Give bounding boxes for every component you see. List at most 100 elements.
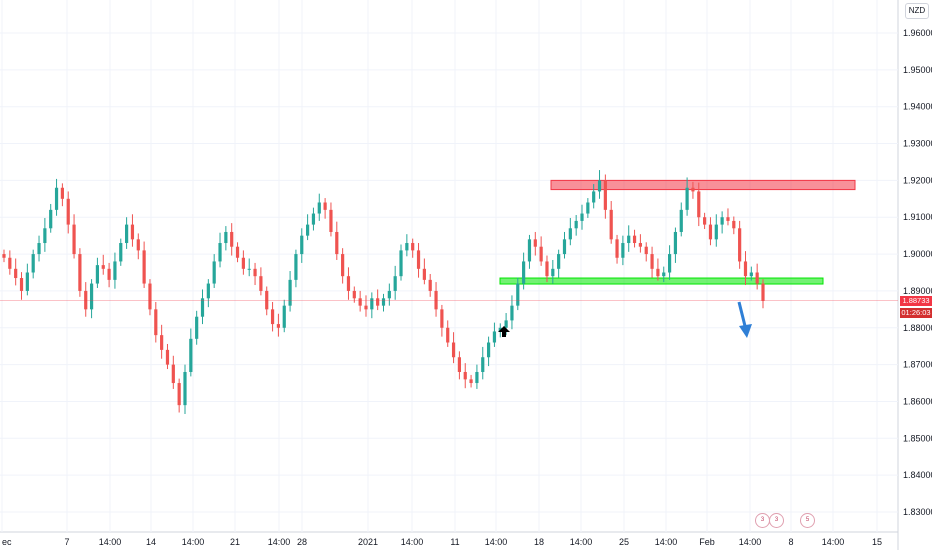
candle [516,283,520,306]
candle [638,243,642,247]
candle [200,298,205,317]
candle [434,290,438,310]
candle [504,320,508,328]
x-tick-label: 8 [788,537,793,547]
candle [247,268,251,270]
resistance-zone [550,179,856,191]
support-zone [499,277,824,285]
candle [189,338,193,372]
candle [492,331,497,343]
x-tick-label: 14:00 [485,537,508,547]
candle [329,209,333,232]
candle [679,209,683,232]
candle [656,268,660,277]
economic-event-icon[interactable]: 5 [800,513,815,528]
candle [195,316,199,339]
candle [241,257,245,269]
countdown-label: 01:26:03 [900,308,932,318]
candle [597,180,602,192]
candle [113,261,117,280]
candle [224,231,228,244]
x-tick-label: 15 [872,537,882,547]
candle [60,187,64,199]
candle [72,224,76,255]
x-tick-label: 14:00 [99,537,122,547]
candle [539,246,543,262]
candle [440,309,444,328]
candle [154,309,158,336]
candle [125,224,129,244]
x-tick-label: 14:00 [401,537,424,547]
candle [95,265,100,284]
candle [428,279,432,291]
candle [78,254,82,291]
candle [206,283,210,299]
candle [119,243,123,262]
candle [352,290,356,299]
candle [177,383,181,406]
x-tick-label: 7 [64,537,69,547]
candle [218,243,222,262]
candle [475,371,479,384]
candle [323,202,327,210]
x-tick-label: 14 [146,537,156,547]
x-tick-label: ec [2,537,12,547]
candle [416,250,421,269]
candle [49,209,53,229]
candle [346,276,351,291]
candle [603,180,607,210]
y-tick-label: 1.93000 [903,139,932,149]
candle [253,268,257,277]
candle [732,220,736,229]
candle [270,309,275,325]
candle [31,254,35,273]
candle [282,305,286,328]
up-arrow-drawing [498,326,510,337]
candle [644,246,648,255]
x-tick-label: 14:00 [182,537,205,547]
candle [142,250,146,284]
candle [19,278,24,291]
candle [609,209,613,240]
candle [615,239,619,258]
candle [422,268,426,280]
candle [522,261,526,284]
x-tick-label: Feb [699,537,715,547]
y-tick-label: 1.92000 [903,175,932,185]
candle [580,213,584,221]
candle [527,239,532,262]
candle [703,217,707,225]
economic-event-icon[interactable]: 3 [755,513,770,528]
candle [667,254,672,273]
y-tick-label: 1.88000 [903,323,932,333]
currency-badge[interactable]: NZD [905,3,929,19]
y-tick-label: 1.84000 [903,470,932,480]
candle [551,268,555,277]
candle [101,265,105,269]
y-tick-label: 1.90000 [903,249,932,259]
candle [381,298,386,306]
y-tick-label: 1.85000 [903,433,932,443]
candle [294,254,298,280]
candle [685,187,689,210]
candle [708,224,713,240]
candle [749,272,753,277]
candle [183,371,187,406]
candle [662,272,666,277]
candle [457,357,461,372]
candle [761,283,765,301]
candle [486,342,491,358]
candle [510,305,514,321]
candle [376,298,380,306]
y-tick-label: 1.86000 [903,396,932,406]
candle [148,283,152,310]
candle [84,290,88,310]
y-tick-label: 1.91000 [903,212,932,222]
x-tick-label: 11 [450,537,459,547]
economic-event-icon[interactable]: 3 [769,513,784,528]
y-tick-label: 1.96000 [903,28,932,38]
y-tick-label: 1.94000 [903,102,932,112]
candle [498,327,502,332]
